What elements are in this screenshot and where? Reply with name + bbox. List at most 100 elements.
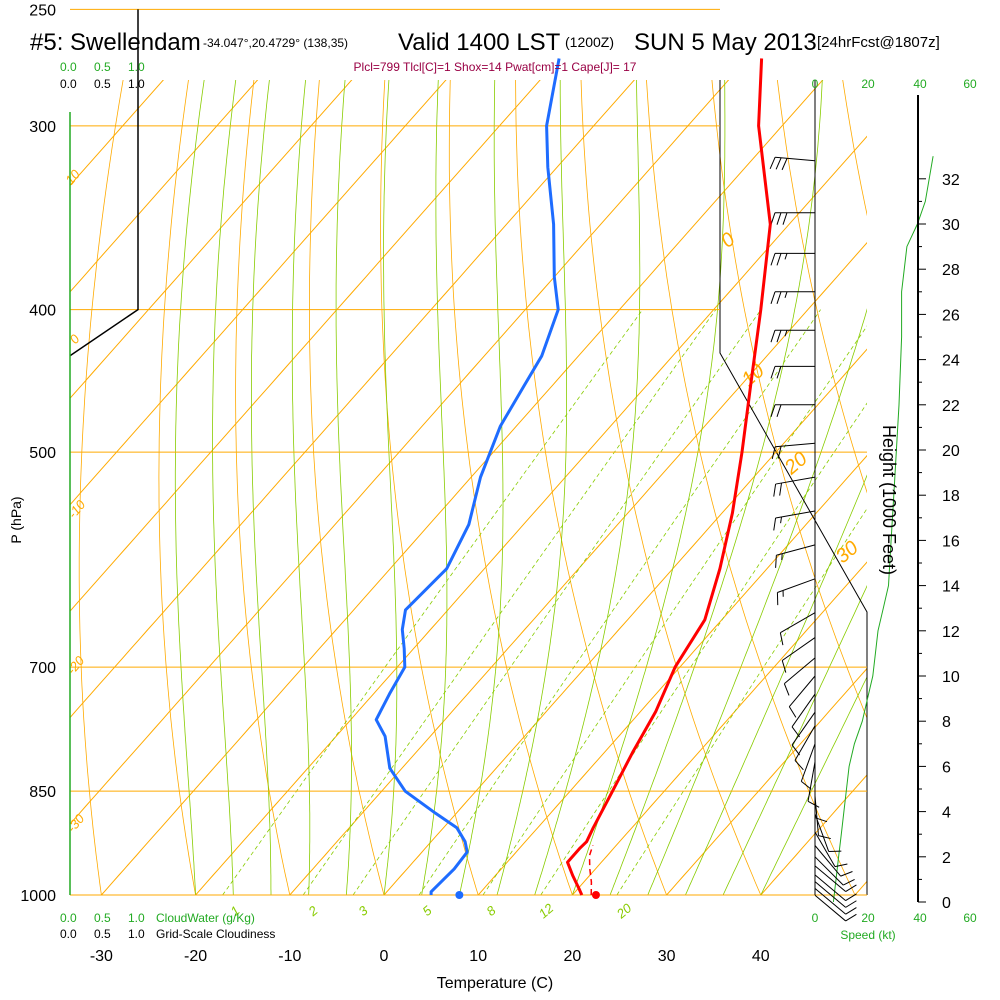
dry-adiabat-label-8: 30 — [832, 537, 863, 568]
pressure-tick-250: 250 — [29, 2, 56, 19]
speed-scale-top-0: 0 — [812, 77, 819, 91]
mixing-ratio-20 — [616, 507, 867, 895]
wind-barb-shaft — [791, 711, 816, 746]
temp-tick-10: 10 — [469, 948, 487, 965]
wind-barb — [814, 888, 857, 915]
height-tick-20: 20 — [942, 443, 960, 460]
dry-adiabat-100 — [956, 0, 1000, 926]
isotherm--90 — [70, 80, 259, 293]
height-tick-8: 8 — [942, 714, 951, 731]
height-tick-26: 26 — [942, 307, 960, 324]
wind-barb-flag — [840, 871, 853, 877]
wind-barb-flag — [775, 555, 777, 568]
mixing-ratio-2 — [302, 309, 717, 895]
wind-barb-flag — [769, 157, 776, 170]
wind-barb — [814, 795, 831, 840]
wind-barb — [779, 612, 816, 646]
wind-barb — [770, 212, 815, 225]
cloudiness-scale-top-1: 0.5 — [94, 77, 111, 91]
mixing-ratio-label-8: 8 — [483, 902, 499, 919]
wind-barb-shaft — [814, 894, 846, 922]
moist-adiabat-16 — [534, 80, 641, 895]
wind-barb — [770, 252, 815, 266]
dry-adiabat-70 — [776, 80, 867, 494]
speed-scale-bottom-40: 40 — [913, 911, 927, 925]
cloudiness-scale-bottom-1: 0.5 — [94, 927, 111, 941]
wind-barb-shaft — [775, 476, 816, 485]
wind-barb-shaft — [788, 675, 816, 707]
wind-barb-flag — [807, 800, 820, 808]
wind-barb-flag — [770, 330, 776, 343]
height-tick-24: 24 — [942, 353, 960, 370]
mixing-ratio-label-20: 20 — [613, 900, 635, 922]
wind-barb-flag — [845, 900, 857, 908]
isotherm--70 — [70, 80, 447, 506]
wind-barb — [781, 637, 816, 673]
wind-barb-shaft — [814, 874, 846, 901]
mixing-ratio-label-3: 3 — [355, 902, 371, 919]
wind-barb — [814, 831, 848, 868]
height-tick-10: 10 — [942, 669, 960, 686]
wind-barb — [791, 711, 816, 756]
dry-adiabat--10 — [235, 80, 291, 895]
wind-barb-shaft — [777, 578, 816, 593]
speed-scale-top-20: 20 — [861, 77, 875, 91]
moist-adiabat-32 — [685, 474, 867, 895]
wind-barb — [814, 865, 857, 892]
temp-tick-30: 30 — [658, 948, 676, 965]
wind-barb — [788, 675, 816, 718]
pressure-tick-1000: 1000 — [20, 888, 56, 905]
wind-barb — [773, 510, 816, 531]
wind-barb-shaft — [814, 813, 830, 852]
temp-tick-20: 20 — [564, 948, 582, 965]
moist-adiabat-24 — [609, 80, 823, 895]
wind-barb-flag — [818, 835, 831, 840]
wind-barb-flag — [776, 291, 782, 304]
moist-adiabat-40 — [760, 676, 867, 895]
wind-barb-flag — [771, 446, 776, 460]
wind-barb-shaft — [791, 693, 816, 728]
height-axis-title: Height (1000 Feet) — [879, 425, 899, 575]
wind-barb-flag — [781, 660, 787, 673]
speed-scale-bottom-20: 20 — [861, 911, 875, 925]
wind-barb-flag — [773, 483, 777, 497]
temp-tick--20: -20 — [184, 948, 207, 965]
isotherm--20 — [195, 135, 867, 895]
pressure-tick-300: 300 — [29, 119, 56, 136]
wind-barb — [800, 743, 816, 790]
height-tick-28: 28 — [942, 262, 960, 279]
wind-barb-shaft — [784, 657, 816, 685]
pressure-tick-500: 500 — [29, 445, 56, 462]
mixing-ratio-label-5: 5 — [419, 902, 435, 919]
wind-barb — [769, 156, 816, 171]
speed-scale-top-40: 40 — [913, 77, 927, 91]
height-tick-6: 6 — [942, 759, 951, 776]
y-axis-title: P (hPa) — [8, 496, 24, 543]
dry-adiabat-60 — [711, 80, 867, 720]
wind-barb-shaft — [807, 761, 816, 802]
cloudwater-scale-top-2: 1.0 — [128, 60, 145, 74]
dry-adiabat-30 — [515, 80, 668, 895]
wind-barb-flag — [783, 683, 790, 696]
wind-barb-flag — [770, 253, 776, 266]
zulu-time: (1200Z) — [565, 34, 614, 50]
wind-barb-flag — [776, 330, 782, 343]
wind-speed-profile — [832, 156, 934, 903]
height-tick-14: 14 — [942, 579, 960, 596]
pressure-tick-850: 850 — [29, 784, 56, 801]
wind-barb-flag — [773, 517, 777, 531]
wind-barb-flag — [834, 863, 848, 868]
height-tick-2: 2 — [942, 850, 951, 867]
wind-barb-flag — [801, 780, 812, 790]
dry-adiabat-90 — [893, 0, 1000, 926]
wind-barb-flag — [791, 744, 800, 756]
wind-barb — [814, 881, 857, 908]
isotherm-30 — [666, 667, 867, 895]
wind-barb-flag — [775, 157, 782, 170]
wind-barb-flag — [845, 884, 857, 892]
isotherm--60 — [70, 80, 541, 612]
height-tick-16: 16 — [942, 533, 960, 550]
wind-barb-flag — [770, 291, 776, 304]
moist-adiabat--4 — [335, 80, 352, 895]
